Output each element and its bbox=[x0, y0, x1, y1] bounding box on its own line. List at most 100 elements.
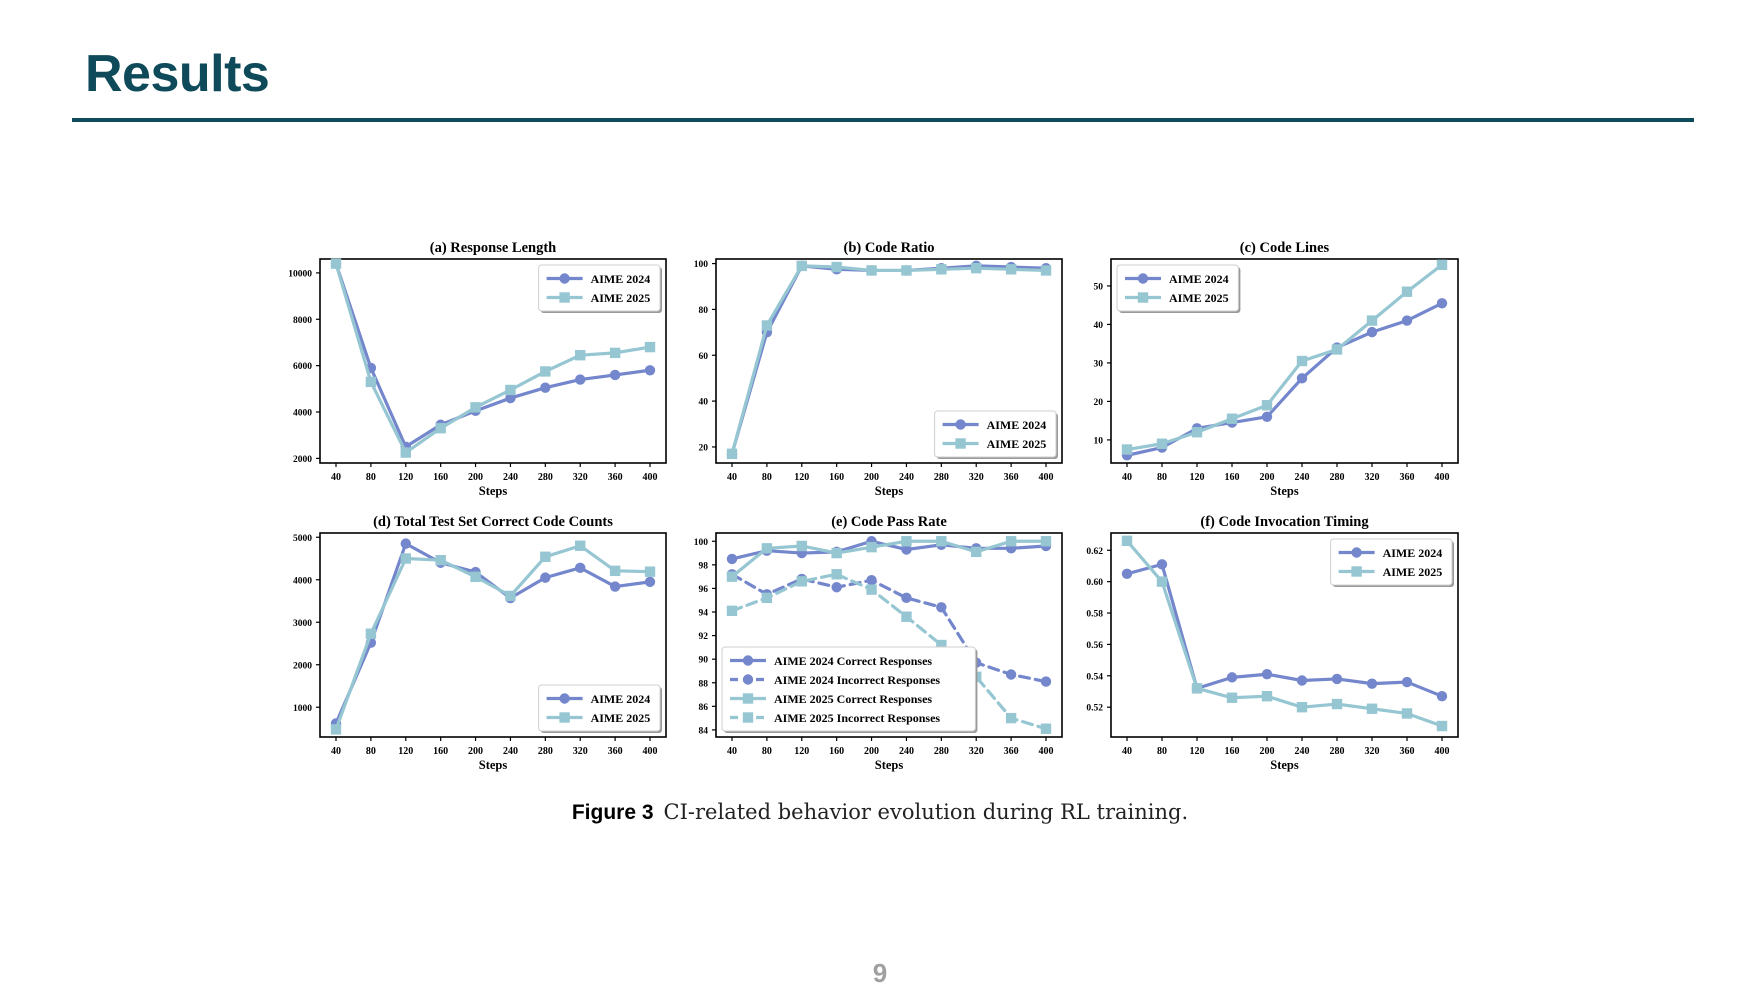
y-tick-label: 88 bbox=[699, 679, 709, 689]
series-f-1 bbox=[1121, 535, 1448, 732]
figure-caption-label: Figure 3 bbox=[571, 801, 654, 824]
data-point bbox=[1401, 676, 1413, 688]
y-tick-label: 40 bbox=[699, 398, 709, 408]
x-tick-label: 160 bbox=[1225, 746, 1240, 757]
y-tick-label: 2000 bbox=[293, 455, 312, 465]
x-tick-label: 360 bbox=[1400, 472, 1415, 483]
data-point bbox=[470, 402, 481, 413]
x-tick-label: 320 bbox=[1365, 746, 1380, 757]
x-tick-label: 200 bbox=[1260, 472, 1275, 483]
y-tick-label: 2000 bbox=[293, 661, 312, 671]
y-tick-label: 96 bbox=[699, 585, 709, 595]
data-point bbox=[609, 581, 621, 592]
x-tick-label: 400 bbox=[643, 746, 658, 757]
x-axis-label: Steps bbox=[1270, 758, 1299, 772]
legend-label: AIME 2025 bbox=[591, 711, 651, 725]
legend-e: AIME 2024 Correct Responses AIME 2024 Inc… bbox=[721, 646, 978, 733]
y-tick-label: 0.62 bbox=[1086, 547, 1103, 557]
x-tick-label: 40 bbox=[331, 746, 341, 757]
series-line bbox=[1125, 263, 1444, 452]
x-tick-label: 80 bbox=[1157, 746, 1167, 757]
data-point bbox=[1296, 355, 1308, 367]
x-tick-label: 240 bbox=[1295, 472, 1310, 483]
x-tick-label: 240 bbox=[899, 472, 914, 483]
data-point bbox=[575, 540, 586, 551]
x-tick-label: 360 bbox=[608, 746, 623, 757]
series-a-1 bbox=[330, 258, 656, 458]
chart-f: (f) Code Invocation Timing 40 80 120 160 200 2… bbox=[1086, 514, 1459, 772]
x-tick-label: 240 bbox=[503, 746, 518, 757]
x-axis-label: Steps bbox=[1270, 484, 1299, 498]
y-tick-label: 0.52 bbox=[1086, 704, 1103, 714]
x-axis-label: Steps bbox=[875, 758, 904, 772]
data-point bbox=[1005, 536, 1017, 547]
data-point bbox=[1191, 683, 1203, 694]
legend-label: AIME 2025 bbox=[1383, 565, 1443, 579]
data-point bbox=[796, 576, 807, 587]
data-point bbox=[971, 262, 982, 274]
data-point bbox=[831, 261, 842, 273]
y-tick-label: 4000 bbox=[293, 409, 312, 419]
data-point bbox=[1005, 669, 1017, 680]
x-tick-label: 160 bbox=[829, 746, 844, 757]
legend-marker bbox=[1351, 566, 1362, 577]
chart-c-title: (c) Code Lines bbox=[1240, 240, 1330, 256]
data-point bbox=[1436, 259, 1448, 270]
data-point bbox=[575, 374, 586, 385]
y-tick-label: 92 bbox=[699, 632, 709, 642]
data-point bbox=[644, 566, 656, 577]
series-line bbox=[730, 539, 1048, 579]
x-tick-label: 80 bbox=[366, 472, 376, 483]
legend-label: AIME 2024 Incorrect Responses bbox=[774, 673, 940, 687]
data-point bbox=[761, 320, 773, 331]
series-line bbox=[730, 264, 1048, 456]
data-point bbox=[901, 265, 912, 276]
y-tick-label: 60 bbox=[699, 352, 709, 362]
data-point bbox=[1331, 673, 1343, 685]
legend-label: AIME 2025 bbox=[591, 291, 651, 305]
data-point bbox=[1366, 326, 1378, 338]
x-tick-label: 40 bbox=[1122, 472, 1132, 483]
data-point bbox=[1261, 691, 1273, 702]
data-point bbox=[1156, 576, 1168, 587]
x-tick-label: 280 bbox=[1330, 746, 1345, 757]
y-tick-label: 0.56 bbox=[1086, 641, 1103, 651]
y-tick-label: 98 bbox=[699, 561, 709, 571]
data-point bbox=[1156, 438, 1168, 449]
data-point bbox=[1191, 427, 1203, 438]
y-tick-label: 100 bbox=[694, 260, 709, 270]
data-point bbox=[540, 382, 551, 393]
x-tick-label: 280 bbox=[1330, 472, 1345, 483]
legend-c: AIME 2024 AIME 2025 bbox=[1116, 264, 1241, 313]
x-tick-label: 80 bbox=[366, 746, 376, 757]
chart-f-frame bbox=[1110, 532, 1459, 738]
series-line bbox=[1125, 562, 1444, 698]
data-point bbox=[796, 260, 807, 272]
y-tick-label: 100 bbox=[694, 538, 709, 548]
data-point bbox=[540, 572, 551, 583]
data-point bbox=[1121, 444, 1133, 455]
legend-label: AIME 2024 bbox=[1169, 272, 1229, 286]
data-point bbox=[1121, 535, 1133, 547]
legend-marker bbox=[559, 273, 570, 284]
chart-c-frame bbox=[1110, 258, 1459, 464]
y-tick-label: 50 bbox=[1094, 282, 1104, 292]
data-point bbox=[1436, 298, 1448, 309]
y-tick-label: 40 bbox=[1094, 321, 1104, 331]
data-point bbox=[936, 264, 947, 275]
data-point bbox=[505, 590, 516, 602]
data-point bbox=[1261, 669, 1273, 680]
chart-e: (e) Code Pass Rate 40 80 120 160 200 240 280 320… bbox=[694, 514, 1063, 772]
y-tick-label: 8000 bbox=[293, 316, 312, 326]
data-point bbox=[575, 562, 586, 574]
y-tick-label: 90 bbox=[699, 656, 709, 666]
data-point bbox=[901, 536, 912, 547]
x-tick-label: 80 bbox=[762, 746, 772, 757]
legend-f: AIME 2024 AIME 2025 bbox=[1330, 538, 1454, 587]
chart-f-title: (f) Code Invocation Timing bbox=[1200, 514, 1369, 530]
legend-marker bbox=[742, 712, 754, 723]
chart-a-title: (a) Response Length bbox=[430, 240, 556, 256]
data-point bbox=[365, 376, 377, 388]
chart-a-frame bbox=[319, 258, 667, 464]
data-point bbox=[761, 592, 773, 604]
